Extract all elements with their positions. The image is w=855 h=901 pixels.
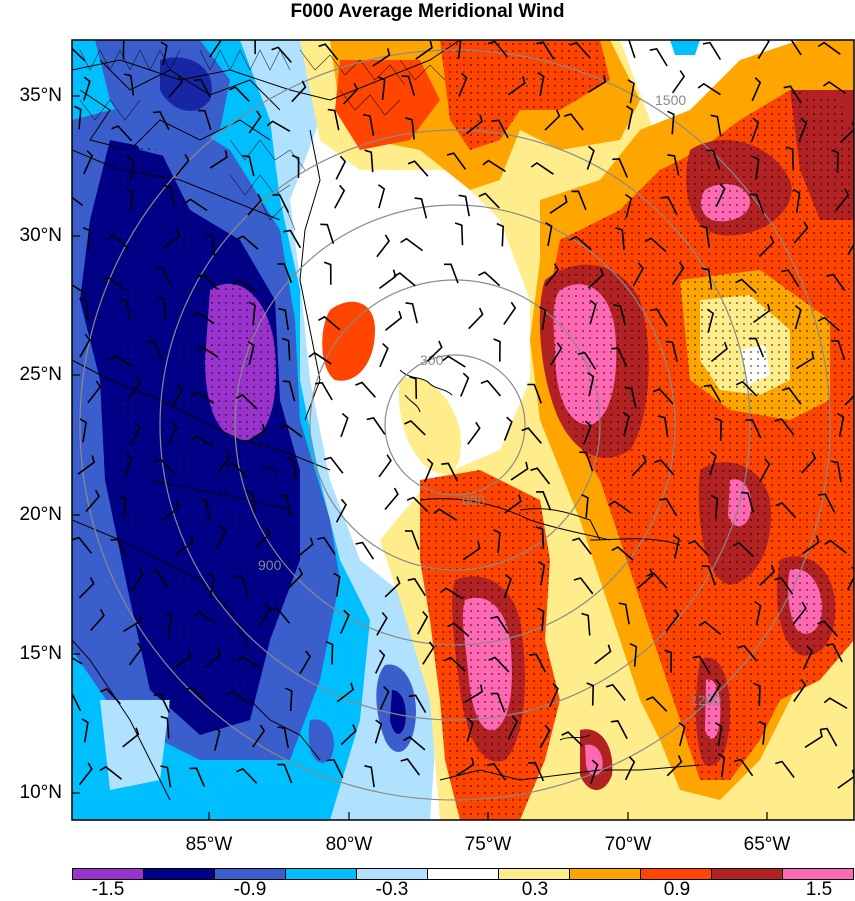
ring-label-1500: 1500 (655, 92, 686, 108)
ring-label-900: 900 (258, 557, 282, 573)
ring-label-300: 300 (420, 352, 444, 368)
colorbar-swatch (428, 869, 499, 879)
ring-label-1200: 1200 (690, 692, 721, 708)
lon-label-75w: 75°W (448, 835, 528, 855)
colorbar-swatch (570, 869, 641, 879)
colorbar-tick-label: 0.9 (647, 879, 707, 901)
colorbar-swatch (215, 869, 286, 879)
colorbar-tick-label: 1.5 (789, 879, 849, 901)
colorbar-tick-label: 0.3 (505, 879, 565, 901)
colorbar-swatch (357, 869, 428, 879)
shaded-field: 300 600 900 1200 1500 (60, 32, 855, 820)
colorbar-swatch (286, 869, 357, 879)
lat-label-25n: 25°N (2, 365, 62, 385)
colorbar-swatch (641, 869, 712, 879)
ring-label-600: 600 (462, 492, 486, 508)
lat-label-30n: 30°N (2, 226, 62, 246)
lat-label-35n: 35°N (2, 86, 62, 106)
colorbar-tick-label: -0.3 (362, 879, 422, 901)
colorbar-tick-label: -0.9 (220, 879, 280, 901)
lat-label-20n: 20°N (2, 505, 62, 525)
colorbar-swatch (712, 869, 783, 879)
lat-label-15n: 15°N (2, 644, 62, 664)
lon-label-85w: 85°W (169, 835, 249, 855)
colorbar-tick-label: -1.5 (78, 879, 138, 901)
lon-label-70w: 70°W (588, 835, 668, 855)
lat-label-10n: 10°N (2, 783, 62, 803)
lon-label-80w: 80°W (309, 835, 389, 855)
colorbar-swatch (499, 869, 570, 879)
lon-label-65w: 65°W (727, 835, 807, 855)
colorbar (72, 868, 854, 880)
colorbar-swatch (144, 869, 215, 879)
colorbar-swatch (783, 869, 853, 879)
colorbar-swatch (73, 869, 144, 879)
